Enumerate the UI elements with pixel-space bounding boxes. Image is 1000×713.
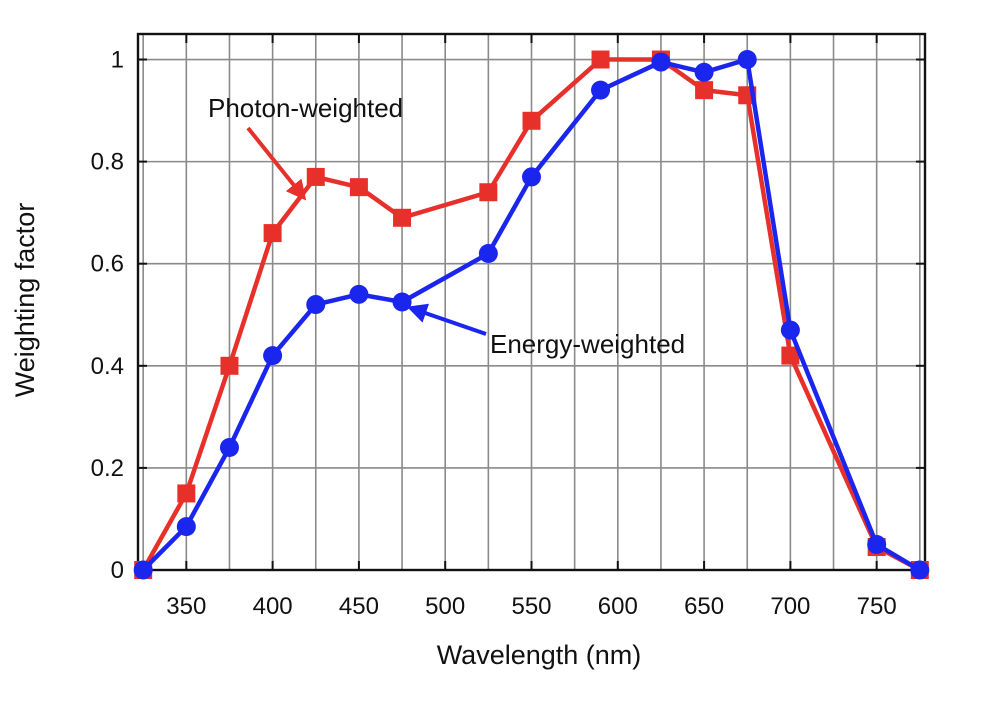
data-point-circle <box>737 50 757 70</box>
y-tick-label: 0.4 <box>91 353 124 380</box>
data-point-circle <box>176 517 196 537</box>
energy-annotation-arrow <box>406 303 487 336</box>
data-point-square <box>393 208 412 227</box>
series-energy-weighted <box>133 50 930 580</box>
series-line <box>141 57 921 572</box>
x-tick-label: 550 <box>511 593 551 620</box>
y-tick-label: 0 <box>111 557 124 584</box>
series-line <box>141 57 921 572</box>
x-tick-label: 700 <box>770 593 810 620</box>
data-point-square <box>349 178 368 197</box>
y-tick-labels: 0 0.2 0.4 0.6 0.8 1 <box>91 47 124 584</box>
x-tick-label: 650 <box>684 593 724 620</box>
energy-annotation-label: Energy-weighted <box>490 329 685 359</box>
data-point-square <box>591 50 610 69</box>
data-point-circle <box>591 80 611 100</box>
data-point-square <box>522 111 541 130</box>
x-axis-title: Wavelength (nm) <box>437 640 642 670</box>
y-tick-label: 0.2 <box>91 455 124 482</box>
data-point-circle <box>392 292 412 312</box>
x-tick-label: 400 <box>253 593 293 620</box>
x-tick-label: 750 <box>857 593 897 620</box>
data-point-circle <box>349 284 369 304</box>
data-point-circle <box>478 244 498 264</box>
data-point-circle <box>263 346 283 366</box>
data-point-square <box>306 167 325 186</box>
series <box>133 50 930 580</box>
x-tick-label: 450 <box>339 593 379 620</box>
x-tick-label: 500 <box>425 593 465 620</box>
data-point-circle <box>219 437 239 457</box>
data-point-square <box>781 346 800 365</box>
y-axis-title: Weighting factor <box>10 203 40 398</box>
y-tick-label: 0.8 <box>91 149 124 176</box>
data-point-square <box>695 81 714 100</box>
data-point-square <box>479 183 498 202</box>
data-point-circle <box>522 167 541 187</box>
x-tick-label: 350 <box>166 593 206 620</box>
data-point-circle <box>910 560 930 580</box>
plot-frame <box>136 32 927 572</box>
data-point-square <box>263 224 282 243</box>
x-tick-label: 600 <box>598 593 638 620</box>
y-tick-label: 1 <box>111 47 124 74</box>
data-point-circle <box>867 534 887 554</box>
x-tick-labels: 350 400 450 500 550 600 650 700 750 <box>166 593 896 620</box>
data-point-square <box>220 356 239 375</box>
photon-annotation-label: Photon-weighted <box>208 93 403 123</box>
data-point-circle <box>651 52 671 72</box>
data-point-circle <box>306 295 326 315</box>
data-point-square <box>177 484 196 503</box>
photon-annotation-arrow <box>246 126 307 201</box>
y-tick-label: 0.6 <box>91 251 124 278</box>
data-point-circle <box>133 560 153 580</box>
data-point-circle <box>780 320 800 340</box>
data-point-circle <box>694 62 714 82</box>
